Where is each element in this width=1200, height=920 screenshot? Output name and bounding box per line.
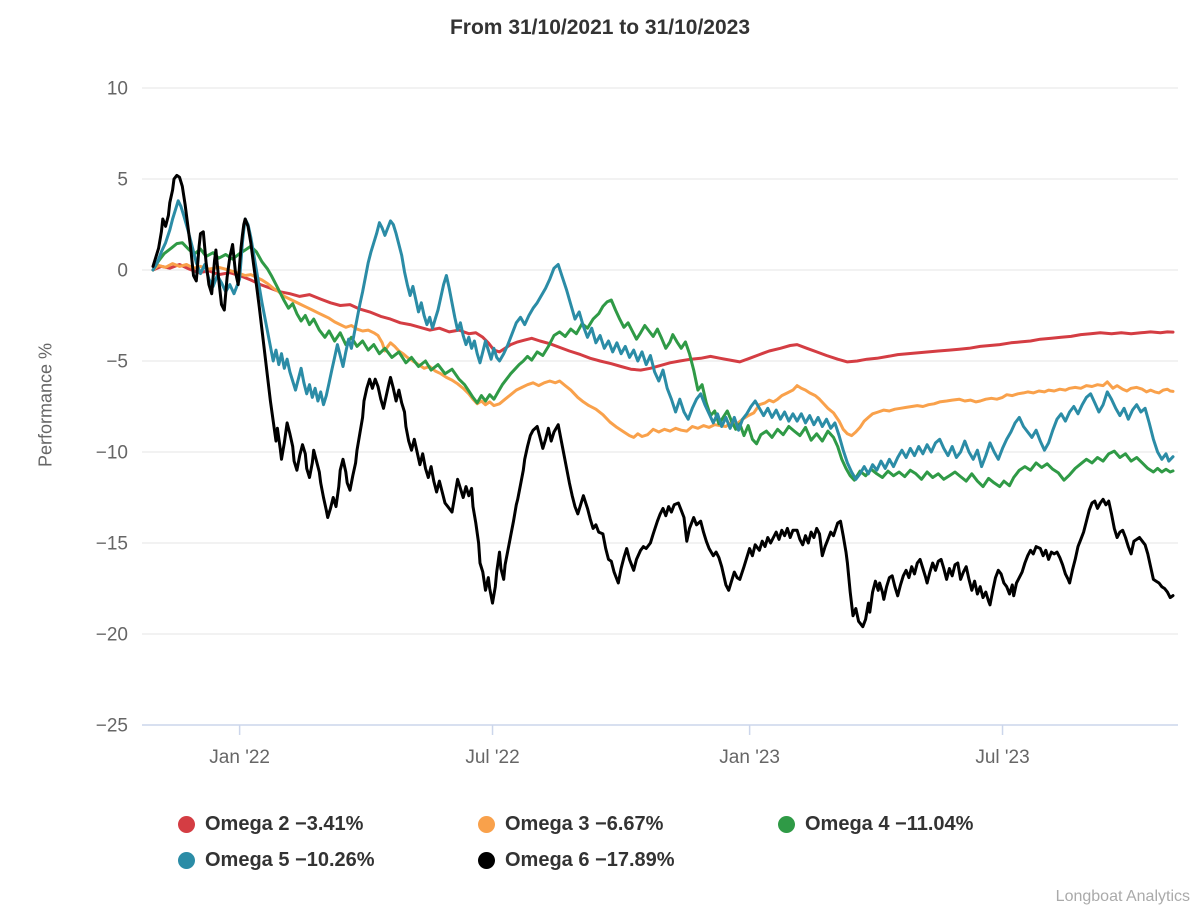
series-line-omega-4 <box>151 241 1175 489</box>
legend-item-omega-4[interactable]: Omega 4 −11.04% <box>778 810 1108 839</box>
y-tick-label: −25 <box>96 716 128 737</box>
y-tick-label: −15 <box>96 534 128 555</box>
legend-label: Omega 3 −6.67% <box>505 813 664 835</box>
legend-label: Omega 6 −17.89% <box>505 849 675 871</box>
x-tick-label: Jul '23 <box>975 747 1029 768</box>
series-line-omega-6 <box>151 173 1175 629</box>
series-line-omega-5 <box>151 199 1175 481</box>
legend-marker-icon <box>178 852 195 869</box>
y-tick-label: −10 <box>96 443 128 464</box>
series-line-omega-3 <box>151 262 1175 439</box>
legend: Omega 2 −3.41% Omega 3 −6.67% Omega 4 −11.… <box>178 810 1108 875</box>
watermark-credits: Longboat Analytics <box>1055 888 1190 905</box>
legend-item-omega-3[interactable]: Omega 3 −6.67% <box>478 810 778 839</box>
y-tick-label: 0 <box>117 261 128 282</box>
legend-item-omega-6[interactable]: Omega 6 −17.89% <box>478 846 778 875</box>
y-tick-label: 10 <box>107 79 128 100</box>
y-tick-label: −5 <box>106 352 128 373</box>
legend-label: Omega 4 −11.04% <box>805 813 974 835</box>
y-tick-label: −20 <box>96 625 128 646</box>
legend-label: Omega 2 −3.41% <box>205 813 364 835</box>
legend-marker-icon <box>478 816 495 833</box>
legend-marker-icon <box>478 852 495 869</box>
x-tick-label: Jan '22 <box>209 747 270 768</box>
y-tick-label: 5 <box>117 170 128 191</box>
legend-marker-icon <box>178 816 195 833</box>
legend-item-omega-2[interactable]: Omega 2 −3.41% <box>178 810 478 839</box>
legend-marker-icon <box>778 816 795 833</box>
series-line-omega-2 <box>151 263 1175 372</box>
legend-label: Omega 5 −10.26% <box>205 849 375 871</box>
x-tick-label: Jul '22 <box>465 747 519 768</box>
legend-item-omega-5[interactable]: Omega 5 −10.26% <box>178 846 478 875</box>
x-tick-label: Jan '23 <box>719 747 780 768</box>
chart-title: From 31/10/2021 to 31/10/2023 <box>449 16 751 39</box>
